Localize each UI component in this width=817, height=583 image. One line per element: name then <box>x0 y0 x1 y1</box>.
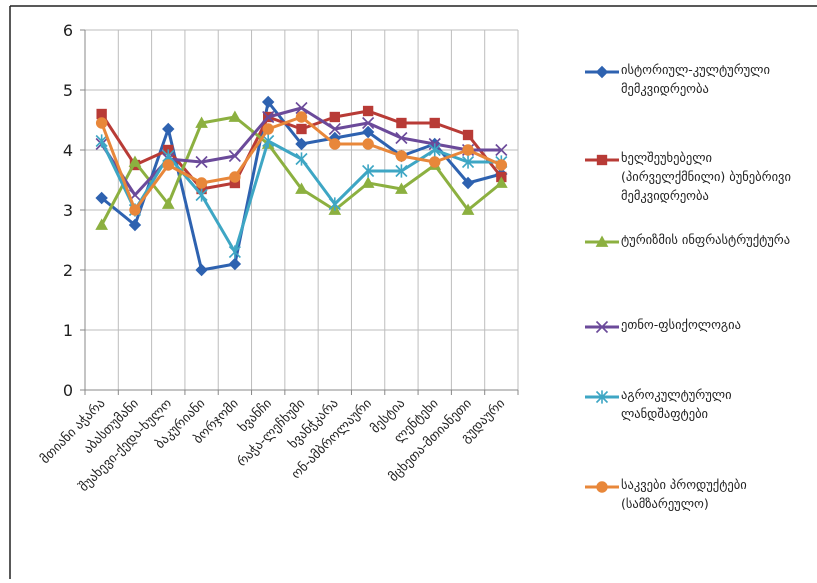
data-point <box>161 197 175 209</box>
legend-marker <box>595 390 609 404</box>
data-point <box>262 134 275 148</box>
legend-label: ტურიზმის ინფრასტრუქტურა <box>621 232 791 247</box>
legend-label: ეთნო-ფსიქოლოგია <box>621 317 741 332</box>
data-point <box>362 116 375 130</box>
data-point <box>228 110 242 122</box>
legend-item: საკვები პროდუქტები (სამზარეულო) <box>583 475 813 513</box>
data-point <box>195 188 208 202</box>
data-point <box>429 117 440 129</box>
series-layer <box>95 95 508 277</box>
data-point <box>95 218 109 230</box>
data-point <box>129 204 141 216</box>
data-point <box>296 123 307 135</box>
data-point <box>361 125 375 139</box>
data-point <box>262 123 274 135</box>
data-point <box>495 143 508 157</box>
data-point <box>162 159 174 171</box>
data-point <box>295 152 308 166</box>
y-tick-label: 2 <box>63 261 73 280</box>
data-point <box>295 137 308 151</box>
legend-marker <box>595 65 609 79</box>
y-tick-label: 1 <box>63 321 73 340</box>
data-point <box>295 182 308 194</box>
data-point <box>429 156 441 168</box>
data-point <box>328 197 341 211</box>
legend-item: ხელშეუხებელი (პირველქმნილი) ბუნებრივი მე… <box>583 148 813 205</box>
data-point <box>228 257 242 271</box>
data-point <box>461 203 475 215</box>
legend-label: ისტორიულ-კულტურული მემკვიდრეობა <box>621 62 770 96</box>
legend-item: ტურიზმის ინფრასტრუქტურა <box>583 230 813 252</box>
data-point <box>362 138 374 150</box>
data-point <box>396 117 407 129</box>
data-point <box>228 245 241 259</box>
data-point <box>262 110 275 124</box>
y-tick-label: 6 <box>63 21 73 40</box>
data-point <box>395 131 408 145</box>
y-tick-labels: 0 1 2 3 4 5 6 <box>63 21 73 400</box>
legend-symbol <box>585 65 619 79</box>
y-tick-label: 3 <box>63 201 73 220</box>
legend-label: ხელშეუხებელი (პირველქმნილი) ბუნებრივი მე… <box>621 150 791 203</box>
legend-marker <box>595 320 609 334</box>
data-point <box>195 177 208 189</box>
data-point <box>395 182 408 194</box>
data-point <box>494 176 508 188</box>
data-point <box>461 155 475 169</box>
legend-item: აგროკულტურული ლანდშაფტები <box>583 385 813 423</box>
data-point <box>95 134 108 148</box>
y-tick-label: 0 <box>63 381 73 400</box>
data-point <box>395 164 408 178</box>
data-point <box>328 122 341 136</box>
data-point <box>162 122 175 136</box>
data-point <box>495 159 508 171</box>
legend-marker <box>596 481 608 493</box>
y-tick-label: 4 <box>63 141 73 160</box>
data-point <box>195 263 208 277</box>
legend-symbol <box>585 481 619 493</box>
x-tick-labels: მთიანი აჭარააბასთუმანიშუახევი-ქედა-ხულობ… <box>38 396 509 495</box>
data-point <box>329 111 340 123</box>
data-point <box>228 149 241 163</box>
data-point <box>461 176 475 190</box>
axes <box>80 29 519 395</box>
legend-marker <box>596 154 608 166</box>
data-point <box>462 129 474 141</box>
y-tick-label: 5 <box>63 81 73 100</box>
legend-item: ეთნო-ფსიქოლოგია <box>583 315 813 337</box>
data-point <box>362 105 374 117</box>
legend-symbol <box>585 154 619 166</box>
data-point <box>95 117 108 129</box>
legend-marker <box>595 235 609 247</box>
series-6 <box>95 111 508 216</box>
data-point <box>195 155 208 169</box>
legend-label: საკვები პროდუქტები (სამზარეულო) <box>621 477 747 511</box>
data-point <box>329 138 341 150</box>
data-point <box>261 95 275 109</box>
legend-item: ისტორიულ-კულტურული მემკვიდრეობა <box>583 60 813 98</box>
data-point <box>195 116 208 128</box>
data-point <box>395 150 408 162</box>
legend-symbol <box>585 320 619 334</box>
data-point <box>128 155 142 167</box>
legend-label: აგროკულტურული ლანდშაფტები <box>621 387 732 421</box>
data-point <box>96 108 107 120</box>
data-point <box>295 111 308 123</box>
data-point <box>362 164 375 178</box>
data-point <box>295 101 308 115</box>
data-point <box>428 143 441 157</box>
data-point <box>361 176 375 188</box>
legend-symbol <box>585 390 619 404</box>
data-point <box>128 218 142 232</box>
data-point <box>229 171 241 183</box>
legend-symbol <box>585 235 619 247</box>
data-point <box>95 191 108 205</box>
gridlines <box>84 29 519 391</box>
data-point <box>462 144 474 156</box>
series-5 <box>95 134 508 259</box>
